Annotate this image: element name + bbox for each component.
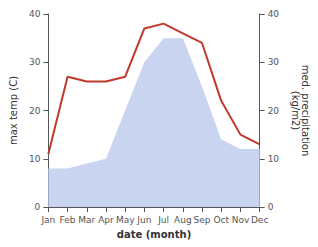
svg-text:0: 0 (268, 202, 274, 212)
svg-text:Mar: Mar (78, 215, 95, 225)
svg-text:30: 30 (268, 57, 280, 67)
svg-text:0: 0 (35, 202, 41, 212)
svg-text:20: 20 (268, 106, 280, 116)
svg-text:10: 10 (268, 154, 280, 164)
svg-text:20: 20 (29, 106, 41, 116)
svg-text:date (month): date (month) (117, 229, 191, 240)
svg-text:Nov: Nov (232, 215, 250, 225)
svg-text:Aug: Aug (174, 215, 192, 225)
svg-text:med. precipitation: med. precipitation (299, 64, 311, 157)
svg-text:Jul: Jul (157, 215, 169, 225)
svg-text:(kg/m2): (kg/m2) (290, 91, 301, 131)
svg-text:Jan: Jan (40, 215, 55, 225)
svg-text:Sep: Sep (194, 215, 211, 225)
svg-text:Jun: Jun (136, 215, 151, 225)
svg-text:30: 30 (29, 57, 41, 67)
svg-text:40: 40 (29, 9, 41, 19)
svg-text:max temp (C): max temp (C) (8, 76, 19, 145)
svg-text:10: 10 (29, 154, 41, 164)
svg-text:Oct: Oct (213, 215, 229, 225)
svg-text:May: May (116, 215, 135, 225)
svg-text:Feb: Feb (60, 215, 76, 225)
svg-text:Dec: Dec (251, 215, 268, 225)
svg-text:40: 40 (268, 9, 280, 19)
svg-text:Apr: Apr (98, 215, 114, 225)
